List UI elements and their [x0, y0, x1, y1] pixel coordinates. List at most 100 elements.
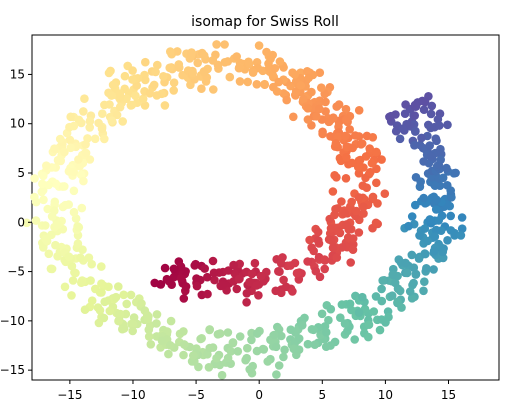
data-point — [431, 225, 441, 235]
data-point — [368, 133, 378, 142]
data-point — [235, 332, 245, 341]
data-point — [402, 268, 412, 278]
data-point — [410, 100, 420, 110]
data-point — [427, 101, 437, 111]
data-point — [141, 75, 150, 85]
data-point — [98, 109, 107, 118]
data-point — [334, 100, 344, 109]
data-point — [181, 282, 191, 291]
x-axis: −15 −10 −5 0 5 10 15 — [57, 380, 456, 402]
data-point — [332, 173, 341, 182]
y-tick-label: 10 — [10, 117, 25, 131]
data-point — [426, 152, 436, 161]
data-point — [309, 246, 319, 256]
data-point — [196, 334, 205, 344]
data-point — [378, 276, 388, 285]
data-point — [372, 147, 381, 157]
data-point — [233, 347, 243, 356]
data-point — [208, 56, 218, 65]
data-point — [212, 354, 221, 363]
data-point — [420, 224, 430, 233]
data-point — [296, 81, 306, 90]
data-point — [277, 331, 286, 341]
data-point — [208, 256, 218, 266]
data-point — [166, 316, 176, 326]
data-point — [200, 68, 209, 77]
data-point — [446, 186, 456, 195]
data-point — [152, 91, 162, 100]
data-point — [388, 270, 398, 280]
data-point — [419, 286, 428, 296]
data-point — [271, 286, 281, 296]
data-point — [97, 279, 106, 289]
data-point — [411, 126, 420, 136]
data-point — [69, 121, 79, 131]
data-point — [79, 176, 88, 186]
data-point — [78, 245, 87, 254]
data-point — [223, 328, 233, 337]
data-point — [144, 332, 154, 341]
data-point — [340, 209, 349, 218]
data-point — [274, 325, 284, 334]
data-point — [220, 40, 229, 49]
data-point — [256, 271, 266, 281]
data-point — [173, 47, 182, 56]
data-point — [65, 135, 75, 145]
data-point — [430, 232, 440, 241]
data-point — [423, 236, 432, 246]
data-point — [248, 361, 257, 371]
data-point — [87, 259, 96, 269]
y-axis: −15 −10 −5 0 5 10 15 — [0, 67, 32, 377]
data-point — [85, 116, 95, 126]
data-point — [234, 63, 244, 73]
data-point — [372, 178, 381, 188]
data-point — [422, 264, 431, 273]
data-point — [60, 147, 69, 157]
data-point — [107, 116, 117, 125]
data-point — [375, 325, 385, 335]
data-point — [381, 318, 390, 327]
data-point — [93, 303, 103, 312]
data-point — [334, 226, 343, 236]
data-point — [169, 78, 179, 87]
data-point — [328, 187, 338, 196]
data-point — [303, 104, 313, 113]
data-point — [457, 224, 467, 233]
data-point — [263, 357, 273, 366]
data-point — [348, 245, 358, 254]
data-point — [160, 101, 170, 110]
data-point — [250, 258, 260, 268]
data-point — [31, 216, 41, 225]
data-point — [395, 286, 405, 296]
data-point — [364, 320, 374, 330]
data-point — [64, 252, 74, 261]
data-point — [197, 84, 206, 93]
data-point — [377, 155, 386, 164]
data-point — [68, 276, 78, 285]
x-tick-label: −15 — [57, 388, 82, 402]
data-point — [140, 101, 150, 110]
data-point — [243, 77, 252, 87]
data-point — [420, 277, 429, 287]
data-point — [179, 340, 189, 349]
data-point — [329, 113, 338, 122]
data-point — [235, 77, 245, 86]
data-point — [313, 227, 323, 237]
data-point — [149, 80, 159, 90]
data-point — [69, 167, 78, 177]
data-point — [69, 186, 79, 196]
data-point — [166, 47, 175, 56]
x-tick-label: −5 — [187, 388, 205, 402]
data-point — [232, 52, 241, 61]
data-point — [90, 134, 100, 144]
data-point — [47, 212, 57, 221]
data-point — [31, 197, 41, 207]
data-point — [303, 339, 313, 349]
data-point — [192, 281, 202, 291]
data-point — [153, 60, 162, 70]
data-point — [442, 163, 451, 173]
data-point — [94, 118, 103, 128]
data-point — [380, 189, 390, 198]
data-point — [44, 249, 54, 259]
